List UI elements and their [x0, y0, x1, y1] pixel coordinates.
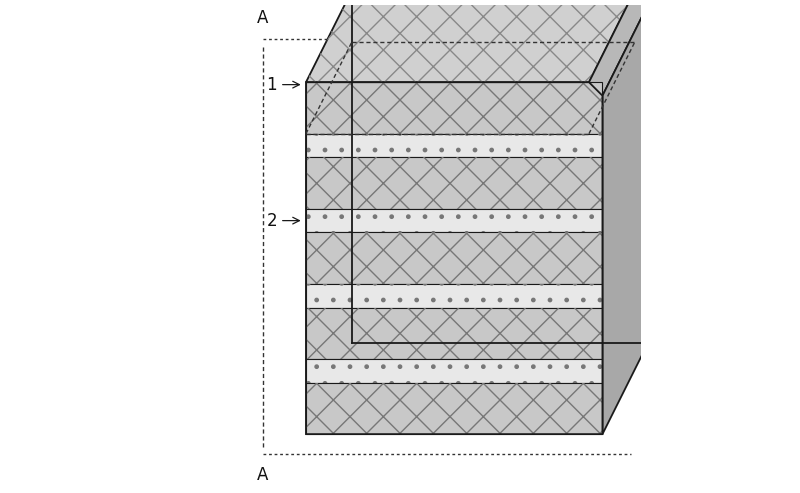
Polygon shape — [306, 209, 602, 232]
Polygon shape — [306, 117, 352, 232]
Polygon shape — [306, 134, 602, 157]
Polygon shape — [306, 232, 602, 284]
Polygon shape — [306, 291, 352, 434]
Polygon shape — [306, 267, 352, 383]
Polygon shape — [306, 192, 352, 308]
Polygon shape — [306, 383, 602, 434]
Polygon shape — [602, 4, 648, 434]
Polygon shape — [306, 141, 352, 284]
Polygon shape — [306, 284, 602, 308]
Polygon shape — [306, 216, 352, 359]
Polygon shape — [589, 0, 648, 96]
Polygon shape — [306, 0, 352, 134]
Polygon shape — [306, 359, 602, 383]
Polygon shape — [306, 42, 352, 157]
Polygon shape — [306, 0, 634, 82]
Text: 1: 1 — [266, 75, 299, 94]
Polygon shape — [306, 66, 352, 209]
Text: A: A — [257, 466, 268, 485]
Polygon shape — [306, 308, 602, 359]
Polygon shape — [306, 157, 602, 209]
Text: A: A — [257, 9, 268, 27]
Text: 2: 2 — [266, 211, 299, 230]
Polygon shape — [306, 82, 602, 134]
